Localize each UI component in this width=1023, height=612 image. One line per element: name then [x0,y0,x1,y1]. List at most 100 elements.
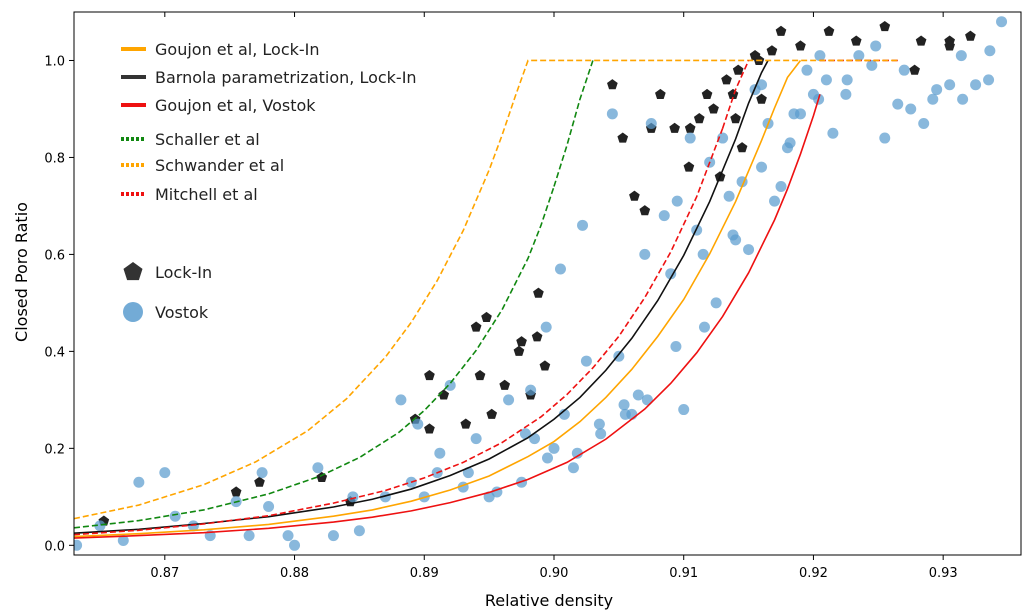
legend-item: Goujon et al, Lock-In [121,40,320,59]
data-point [618,399,630,411]
data-point [840,88,852,100]
x-tick-label: 0.93 [929,566,958,581]
data-point [531,331,543,342]
data-point [347,491,359,503]
data-point [915,35,927,46]
data-point [730,113,741,124]
data-point [607,79,618,90]
data-point [732,64,744,75]
data-point [814,50,826,62]
series-line-1 [74,60,769,534]
series-line-7 [74,128,724,536]
data-point [94,520,106,532]
data-point [577,219,589,231]
legend: Goujon et al, Lock-In Barnola parametriza… [121,40,417,322]
data-point [632,389,644,401]
data-point [794,108,806,120]
data-point [669,122,680,133]
y-tick-label: 0.6 [44,248,65,263]
data-point [289,539,301,551]
data-point [74,539,83,551]
axes-frame [73,11,1022,556]
data-point [316,471,328,482]
data-point [395,394,407,406]
data-point [697,248,709,260]
axes: 0.87 0.88 0.89 0.90 0.91 0.92 0.93 0.0 0.2 0.4 0.6… [44,11,1022,581]
data-point [230,486,242,497]
y-tick-label: 1.0 [44,54,65,69]
data-point [558,408,570,420]
legend-item: Lock-In [123,262,212,282]
data-point [756,79,768,91]
data-point [243,530,255,542]
data-point [801,64,813,76]
legend-swatch [123,302,143,322]
data-point [965,30,976,41]
data-point [931,84,943,96]
data-point [898,64,910,76]
data-point [133,476,145,488]
data-point [580,355,592,367]
data-point [756,161,768,173]
legend-label: Schaller et al [155,130,260,149]
data-point [519,428,531,440]
data-point [169,510,181,522]
data-point [683,161,695,172]
data-point [749,50,761,61]
data-point [639,205,651,216]
legend-label: Mitchell et al [155,185,258,204]
series-vostok [74,16,1008,551]
data-point [263,501,275,513]
data-point [955,50,967,62]
data-point [424,423,435,434]
data-point [827,127,839,139]
data-point [187,520,199,532]
data-point [996,16,1008,28]
data-point [486,408,498,419]
data-point [117,534,129,546]
data-point [909,64,920,75]
data-point [784,137,796,149]
data-point [944,79,956,91]
data-point [554,263,566,275]
data-point [684,122,696,133]
data-point [256,467,268,479]
y-tick-label: 0.4 [44,345,65,360]
data-point [823,25,835,36]
series-line-4 [74,186,555,529]
data-point [795,40,806,51]
data-point [617,132,629,143]
data-point [327,530,339,542]
x-tick-label: 0.87 [150,566,179,581]
legend-swatch [123,262,143,281]
data-point [743,244,755,256]
data-point [629,190,640,201]
data-point [927,93,939,105]
data-point [769,195,781,207]
data-point [641,394,653,406]
data-point [678,404,690,416]
data-point [665,268,677,280]
data-point [721,74,732,85]
legend-label: Lock-In [155,263,212,282]
data-point [944,40,955,51]
legend-item: Barnola parametrization, Lock-In [121,68,417,87]
series-line-5 [553,60,594,187]
data-point [460,418,472,429]
x-tick-label: 0.92 [799,566,828,581]
data-point [820,74,832,86]
x-tick-label: 0.89 [410,566,439,581]
data-point [548,442,560,454]
data-point [701,88,713,99]
y-tick-label: 0.8 [44,151,65,166]
legend-label: Schwander et al [155,156,284,175]
data-point [503,394,515,406]
data-point [470,433,482,445]
data-point [723,190,735,202]
legend-item: Goujon et al, Vostok [121,96,316,115]
data-point [571,447,583,459]
y-axis-label: Closed Poro Ratio [12,202,31,342]
x-tick-label: 0.90 [540,566,569,581]
data-point [444,379,456,391]
